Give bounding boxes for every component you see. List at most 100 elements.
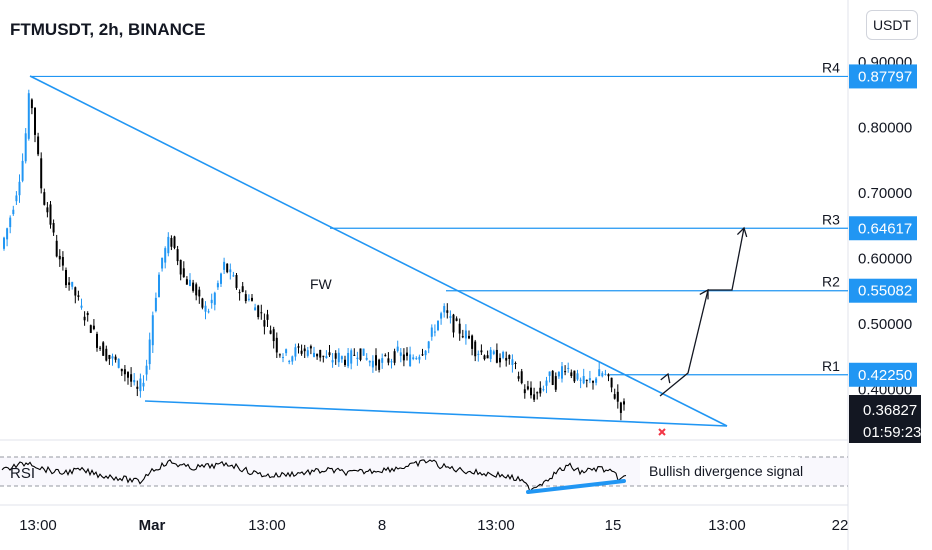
- candle-body: [18, 181, 21, 196]
- candle-body: [402, 354, 405, 361]
- candle-body: [362, 348, 365, 356]
- candle-body: [136, 386, 139, 389]
- candle-body: [337, 352, 340, 363]
- candle-body: [176, 249, 179, 262]
- arrow-head-r3: [736, 226, 748, 238]
- candle-body: [139, 378, 142, 392]
- candle-body: [179, 259, 182, 275]
- candle-body: [297, 346, 300, 348]
- candle-body: [92, 325, 95, 330]
- candle-body: [502, 351, 505, 358]
- candle-body: [148, 339, 151, 365]
- candle-body: [127, 372, 129, 378]
- candle-body: [554, 376, 557, 390]
- candle-body: [71, 281, 74, 287]
- candle-body: [595, 378, 598, 383]
- candle-body: [489, 349, 492, 359]
- candle-body: [561, 366, 563, 379]
- candle-body: [334, 353, 337, 359]
- candle-body: [520, 371, 523, 384]
- candle-body: [275, 337, 278, 353]
- time-tick-label: 15: [605, 517, 622, 534]
- candle-body: [464, 330, 467, 339]
- candle-body: [449, 316, 452, 318]
- level-tag-r3: [849, 216, 917, 241]
- candle-body: [424, 350, 427, 356]
- candle-body: [235, 275, 238, 288]
- candle-body: [375, 355, 377, 366]
- candle-body: [588, 378, 591, 381]
- candle-body: [68, 282, 71, 285]
- candle-body: [440, 313, 443, 319]
- candle-body: [207, 311, 210, 313]
- candles-group: [3, 89, 625, 421]
- candle-body: [251, 297, 253, 301]
- candle-body: [77, 295, 80, 297]
- last-price-tag: [849, 395, 921, 443]
- candle-body: [108, 354, 111, 359]
- candle-body: [201, 298, 204, 308]
- candle-body: [322, 355, 325, 357]
- pattern-label: FW: [310, 276, 333, 292]
- currency-button[interactable]: USDT: [866, 10, 918, 40]
- candle-body: [164, 248, 167, 263]
- candle-body: [576, 373, 579, 380]
- candle-body: [418, 356, 421, 360]
- candle-body: [74, 287, 77, 296]
- candle-body: [526, 386, 529, 390]
- candle-body: [61, 257, 64, 266]
- candle-body: [232, 275, 235, 277]
- candle-body: [6, 228, 9, 240]
- candle-body: [319, 349, 322, 358]
- candle-body: [189, 279, 191, 286]
- level-label-r2: R2: [822, 274, 840, 290]
- level-tag-value: 0.42250: [858, 367, 912, 384]
- candle-body: [495, 349, 498, 363]
- projection-path: [659, 227, 745, 397]
- candle-body: [616, 391, 619, 402]
- candle-body: [12, 209, 15, 215]
- candle-body: [548, 371, 551, 376]
- candle-body: [158, 274, 160, 298]
- candle-body: [415, 358, 418, 360]
- candle-body: [27, 93, 30, 139]
- candle-body: [542, 389, 545, 391]
- arrow-head-r1: [660, 372, 671, 384]
- candle-body: [471, 335, 474, 349]
- level-tag-value: 0.55082: [858, 283, 912, 300]
- candle-body: [412, 357, 415, 360]
- level-tag-r4: [849, 64, 917, 89]
- level-tag-r1: [849, 362, 917, 387]
- level-label-r4: R4: [822, 59, 840, 75]
- candle-body: [461, 336, 464, 338]
- candle-body: [492, 351, 495, 354]
- candle-body: [244, 294, 247, 302]
- price-tick-label: 0.50000: [858, 316, 912, 333]
- bar-countdown: 01:59:23: [863, 424, 921, 441]
- candle-body: [344, 359, 346, 365]
- candle-body: [40, 158, 43, 189]
- candle-body: [99, 347, 102, 349]
- candle-body: [21, 160, 24, 181]
- candle-body: [468, 335, 470, 339]
- candle-body: [619, 402, 622, 413]
- candle-body: [592, 381, 594, 383]
- time-axis[interactable]: 13:00 Mar 13:00 8 13:00 15 13:00 22: [19, 517, 848, 534]
- candle-body: [263, 320, 266, 327]
- candle-body: [300, 350, 303, 354]
- candle-body: [359, 348, 362, 360]
- candle-body: [266, 314, 269, 320]
- candle-body: [381, 358, 384, 363]
- candle-body: [536, 392, 539, 394]
- candle-body: [291, 356, 294, 362]
- level-label-r1: R1: [822, 358, 840, 374]
- candle-body: [285, 349, 288, 354]
- price-tick-label: 0.80000: [858, 120, 912, 137]
- candle-body: [220, 273, 222, 284]
- price-tick-label: 0.70000: [858, 185, 912, 202]
- candle-body: [49, 204, 52, 225]
- candle-body: [15, 195, 18, 202]
- candle-body: [604, 373, 607, 375]
- candle-body: [288, 361, 291, 363]
